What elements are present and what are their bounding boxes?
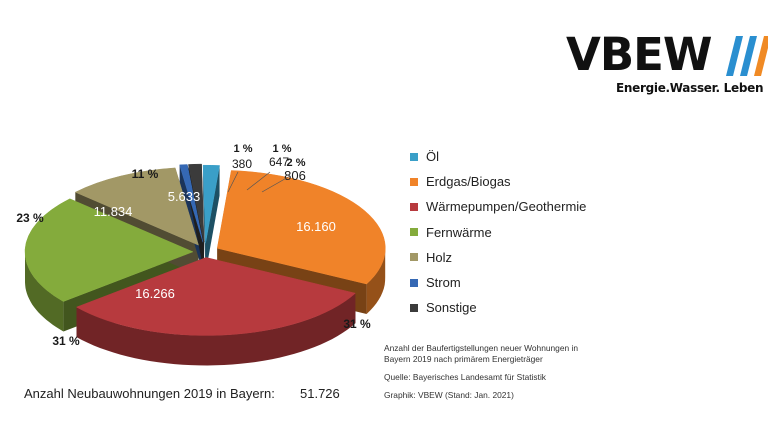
pie-value-strom: 380 — [232, 157, 252, 171]
note-source: Quelle: Bayerisches Landesamt für Statis… — [384, 372, 546, 382]
legend-label-strom: Strom — [426, 275, 461, 291]
logo-stripes-icon — [726, 36, 768, 76]
pie-chart: 2 %806 31 % 16.160 31 % 16.266 23 % 11.834 11 %… — [16, 143, 386, 366]
pie-labels: 2 %806 31 % 16.160 31 % 16.266 23 % 11.834 11 %… — [16, 143, 371, 348]
legend-item-holz: Holz — [410, 245, 586, 270]
legend-label-erdgas-biogas: Erdgas/Biogas — [426, 174, 511, 190]
note-line-1: Anzahl der Baufertigstellungen neuer Woh… — [384, 343, 579, 353]
pie-value-oel: 806 — [284, 168, 306, 183]
pie-tops — [24, 163, 386, 336]
note-line-2: Bayern 2019 nach primärem Energieträger — [384, 354, 543, 364]
legend-label-fernwaerme: Fernwärme — [426, 224, 492, 240]
pie-percent-oel: 2 % — [287, 157, 306, 169]
legend-item-erdgas-biogas: Erdgas/Biogas — [410, 169, 586, 194]
pie-slice-strom — [179, 164, 204, 243]
pie-wall-strom-0 — [179, 164, 203, 273]
logo-tagline: Energie.Wasser. Leben — [616, 81, 764, 95]
legend-swatch-holz — [410, 253, 418, 262]
pie-value-sonstige: 647 — [269, 155, 289, 169]
legend-label-oel: Öl — [426, 149, 439, 165]
logo-wordmark: VBEW — [566, 28, 713, 81]
pie-side-fernwaerme — [25, 252, 64, 332]
legend-swatch-sonstige — [410, 303, 418, 312]
note-graphic: Graphik: VBEW (Stand: Jan. 2021) — [384, 390, 514, 400]
legend-item-sonstige: Sonstige — [410, 295, 586, 320]
chart-legend: Öl Erdgas/Biogas Wärmepumpen/Geothermie Fer… — [410, 144, 586, 320]
legend-item-strom: Strom — [410, 270, 586, 295]
pie-side-waermepumpen-geothermie — [76, 293, 356, 366]
pie-percent-waermepumpen-geothermie: 31 % — [52, 334, 80, 348]
pie-value-holz: 5.633 — [168, 189, 201, 204]
pie-value-fernwaerme: 11.834 — [94, 204, 133, 219]
total-label: Anzahl Neubauwohnungen 2019 in Bayern: — [24, 386, 275, 401]
pie-slice-erdgas-biogas — [216, 170, 386, 285]
pie-slice-holz — [74, 167, 199, 246]
legend-swatch-oel — [410, 152, 418, 161]
pie-percent-erdgas-biogas: 31 % — [343, 317, 371, 331]
pie-slice-sonstige — [188, 163, 205, 243]
legend-swatch-waermepumpen-geothermie — [410, 202, 418, 211]
legend-item-waermepumpen-geothermie: Wärmepumpen/Geothermie — [410, 194, 586, 219]
pie-percent-sonstige: 1 % — [273, 143, 292, 155]
pie-slice-waermepumpen-geothermie — [75, 257, 356, 336]
pie-slice-fernwaerme — [24, 198, 194, 302]
note-description: Anzahl der Baufertigstellungen neuer Woh… — [384, 343, 624, 365]
legend-label-waermepumpen-geothermie: Wärmepumpen/Geothermie — [426, 199, 587, 215]
pie-percent-holz: 11 % — [132, 167, 159, 181]
legend-label-holz: Holz — [426, 249, 453, 265]
pie-side-erdgas-biogas — [366, 247, 386, 314]
legend-swatch-erdgas-biogas — [410, 177, 418, 186]
pie-wall-oel-1 — [205, 165, 220, 274]
pie-leader-sonstige — [246, 171, 271, 191]
pie-value-erdgas-biogas: 16.160 — [296, 219, 336, 234]
vbew-logo: VBEW Energie.Wasser. Leben — [566, 30, 768, 105]
legend-label-sonstige: Sonstige — [426, 300, 477, 316]
total-value: 51.726 — [300, 386, 340, 401]
pie-value-waermepumpen-geothermie: 16.266 — [135, 286, 175, 301]
pie-percent-strom: 1 % — [234, 143, 253, 155]
chart-notes: Anzahl der Baufertigstellungen neuer Woh… — [384, 343, 624, 408]
legend-item-fernwaerme: Fernwärme — [410, 220, 586, 245]
pie-percent-fernwaerme: 23 % — [16, 211, 44, 225]
legend-swatch-fernwaerme — [410, 228, 418, 237]
pie-leader-oel — [261, 175, 291, 193]
pie-leader-strom — [227, 171, 239, 193]
legend-item-oel: Öl — [410, 144, 586, 169]
pie-slice-oel — [202, 164, 220, 244]
legend-swatch-strom — [410, 278, 418, 287]
